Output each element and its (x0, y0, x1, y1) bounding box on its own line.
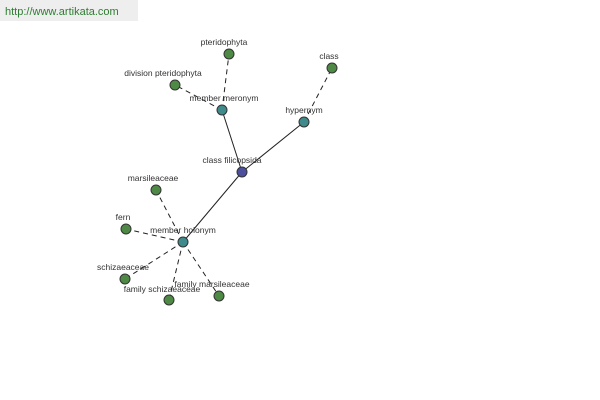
node-label[interactable]: family schizaeaceae (124, 284, 201, 294)
node-label[interactable]: schizaeaceae (97, 262, 149, 272)
edge (182, 241, 220, 297)
edge (241, 121, 305, 173)
edges (124, 53, 333, 301)
node[interactable] (298, 116, 310, 128)
edge (155, 189, 184, 243)
edge (303, 67, 333, 123)
node-label[interactable]: hypernym (285, 105, 322, 115)
edge (221, 109, 243, 173)
node-label[interactable]: class (319, 51, 338, 61)
node[interactable] (169, 79, 181, 91)
node[interactable] (120, 223, 132, 235)
edge (168, 241, 184, 301)
node-label[interactable]: class filicopsida (202, 155, 261, 165)
node[interactable] (223, 48, 235, 60)
node-label[interactable]: fern (116, 212, 131, 222)
node-label[interactable]: member meronym (190, 93, 259, 103)
url-text[interactable]: http://www.artikata.com (5, 6, 119, 18)
node-label[interactable]: marsileaceae (128, 173, 179, 183)
node[interactable] (163, 294, 175, 306)
node-label[interactable]: family marsileaceae (174, 279, 249, 289)
url-banner (0, 0, 138, 21)
node[interactable] (177, 236, 189, 248)
node[interactable] (213, 290, 225, 302)
nodes (119, 48, 338, 306)
node-label[interactable]: pteridophyta (201, 37, 248, 47)
labels: class filicopsida member meronym hyperny… (97, 37, 339, 294)
node[interactable] (150, 184, 162, 196)
node-label[interactable]: member holonym (150, 225, 216, 235)
edge (125, 228, 184, 243)
node[interactable] (216, 104, 228, 116)
node-label[interactable]: division pteridophyta (124, 68, 202, 78)
node[interactable] (236, 166, 248, 178)
edge (221, 53, 230, 111)
edge (182, 171, 243, 243)
edge (124, 241, 184, 280)
node[interactable] (326, 62, 338, 74)
node[interactable] (119, 273, 131, 285)
